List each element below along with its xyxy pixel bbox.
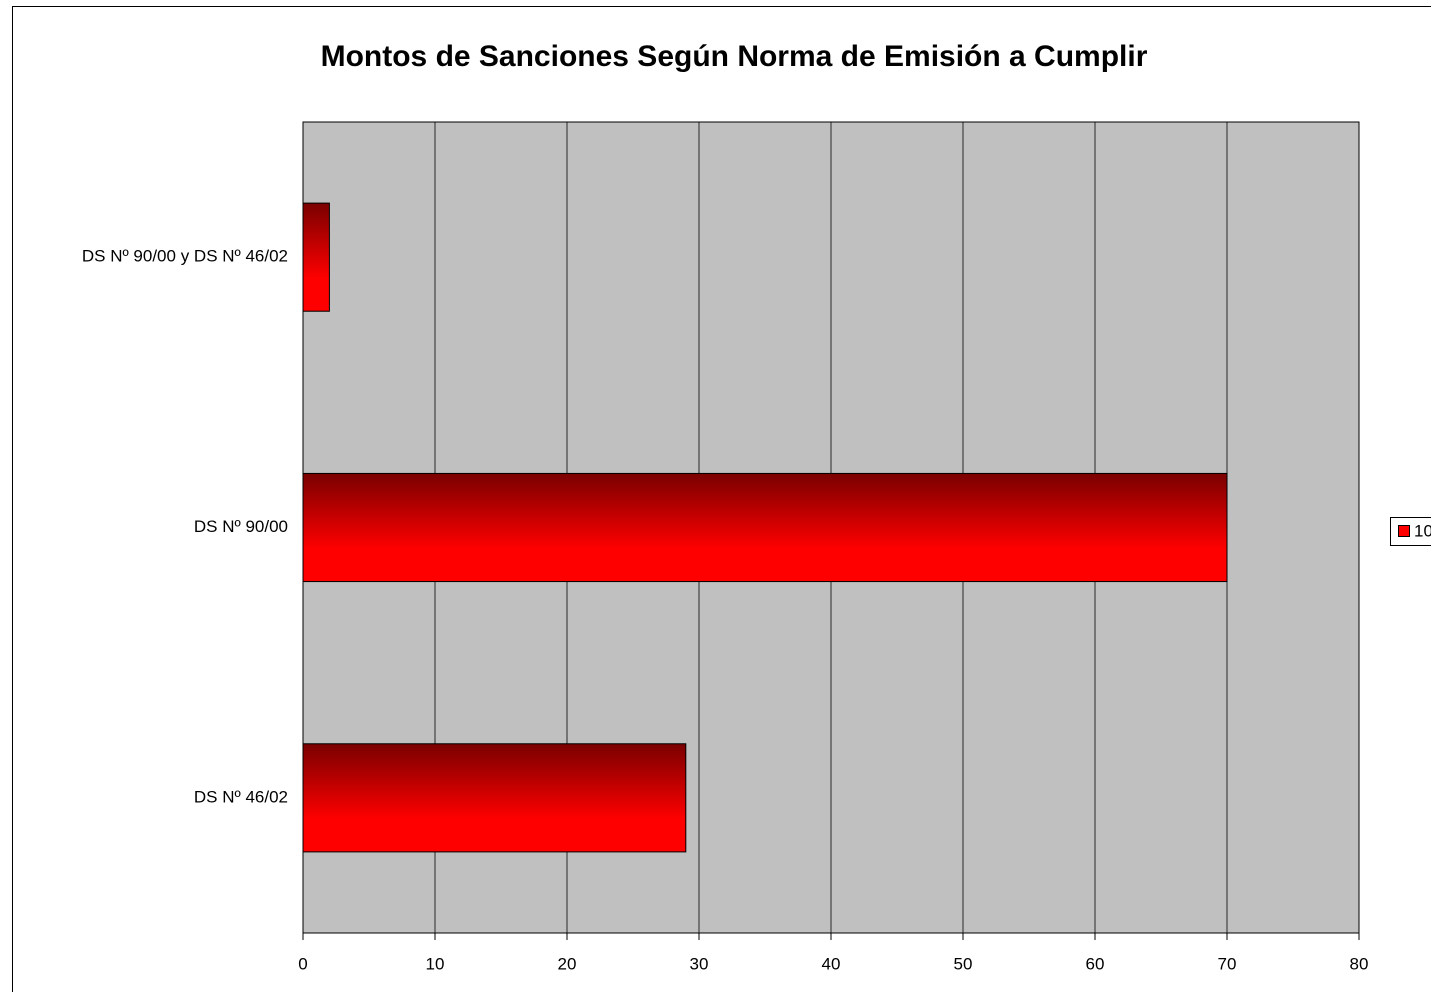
chart-title: Montos de Sanciones Según Norma de Emisi…	[321, 40, 1148, 73]
x-tick-label: 0	[298, 954, 307, 973]
x-tick-label: 60	[1086, 954, 1105, 973]
x-tick-label: 30	[690, 954, 709, 973]
legend	[1390, 517, 1431, 546]
bar	[302, 743, 687, 853]
x-tick-label: 80	[1350, 954, 1369, 973]
y-tick-label: DS Nº 90/00	[194, 517, 288, 536]
x-tick-label: 70	[1218, 954, 1237, 973]
x-tick-label: 20	[558, 954, 577, 973]
legend-swatch	[1398, 525, 1410, 537]
legend-label: 10	[1414, 521, 1431, 540]
y-tick-label: DS Nº 90/00 y DS Nº 46/02	[82, 247, 288, 266]
bar	[302, 472, 1228, 583]
y-tick-label: DS Nº 46/02	[194, 787, 288, 806]
x-tick-label: 50	[954, 954, 973, 973]
x-tick-label: 10	[426, 954, 445, 973]
x-tick-label: 40	[822, 954, 841, 973]
bar	[302, 202, 330, 312]
